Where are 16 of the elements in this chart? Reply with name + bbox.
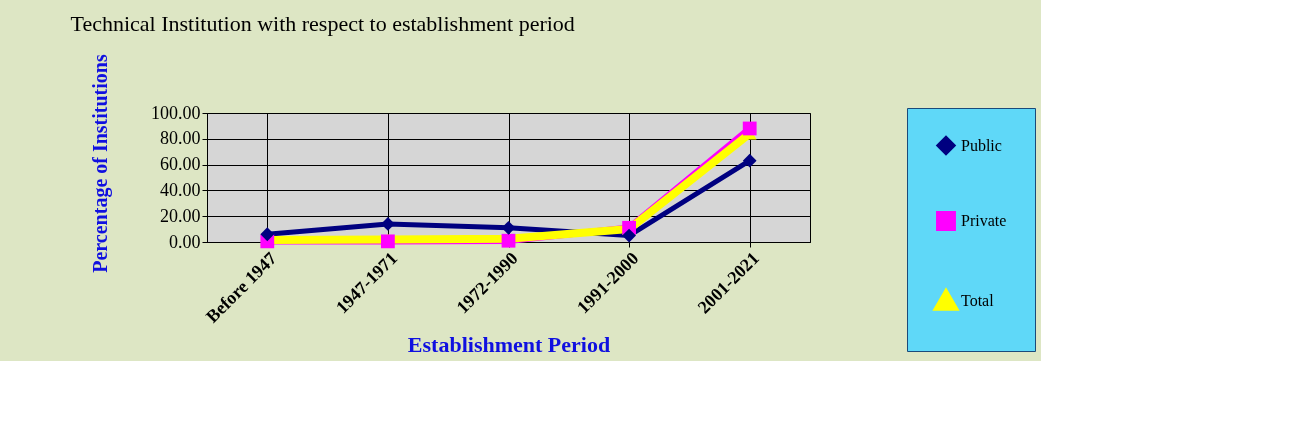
point xyxy=(381,217,395,231)
x-axis-title: Establishment Period xyxy=(407,331,611,357)
y-tick-label: 0.00 xyxy=(169,231,201,252)
y-axis-title: Percentage of Institutions xyxy=(89,54,112,273)
y-tick-label: 20.00 xyxy=(160,205,201,226)
point xyxy=(622,228,636,243)
y-tick-label: 40.00 xyxy=(160,179,201,200)
legend-label: Total xyxy=(961,292,995,309)
y-tick-label: 100.00 xyxy=(151,102,201,123)
point xyxy=(742,153,757,168)
y-tick-label: 60.00 xyxy=(160,154,201,175)
point xyxy=(260,227,275,242)
chart-title: Technical Institution with respect to establishment period xyxy=(70,10,575,36)
y-tick-label: 80.00 xyxy=(160,128,201,149)
legend-label: Public xyxy=(961,136,1002,154)
legend-label: Private xyxy=(961,212,1007,229)
